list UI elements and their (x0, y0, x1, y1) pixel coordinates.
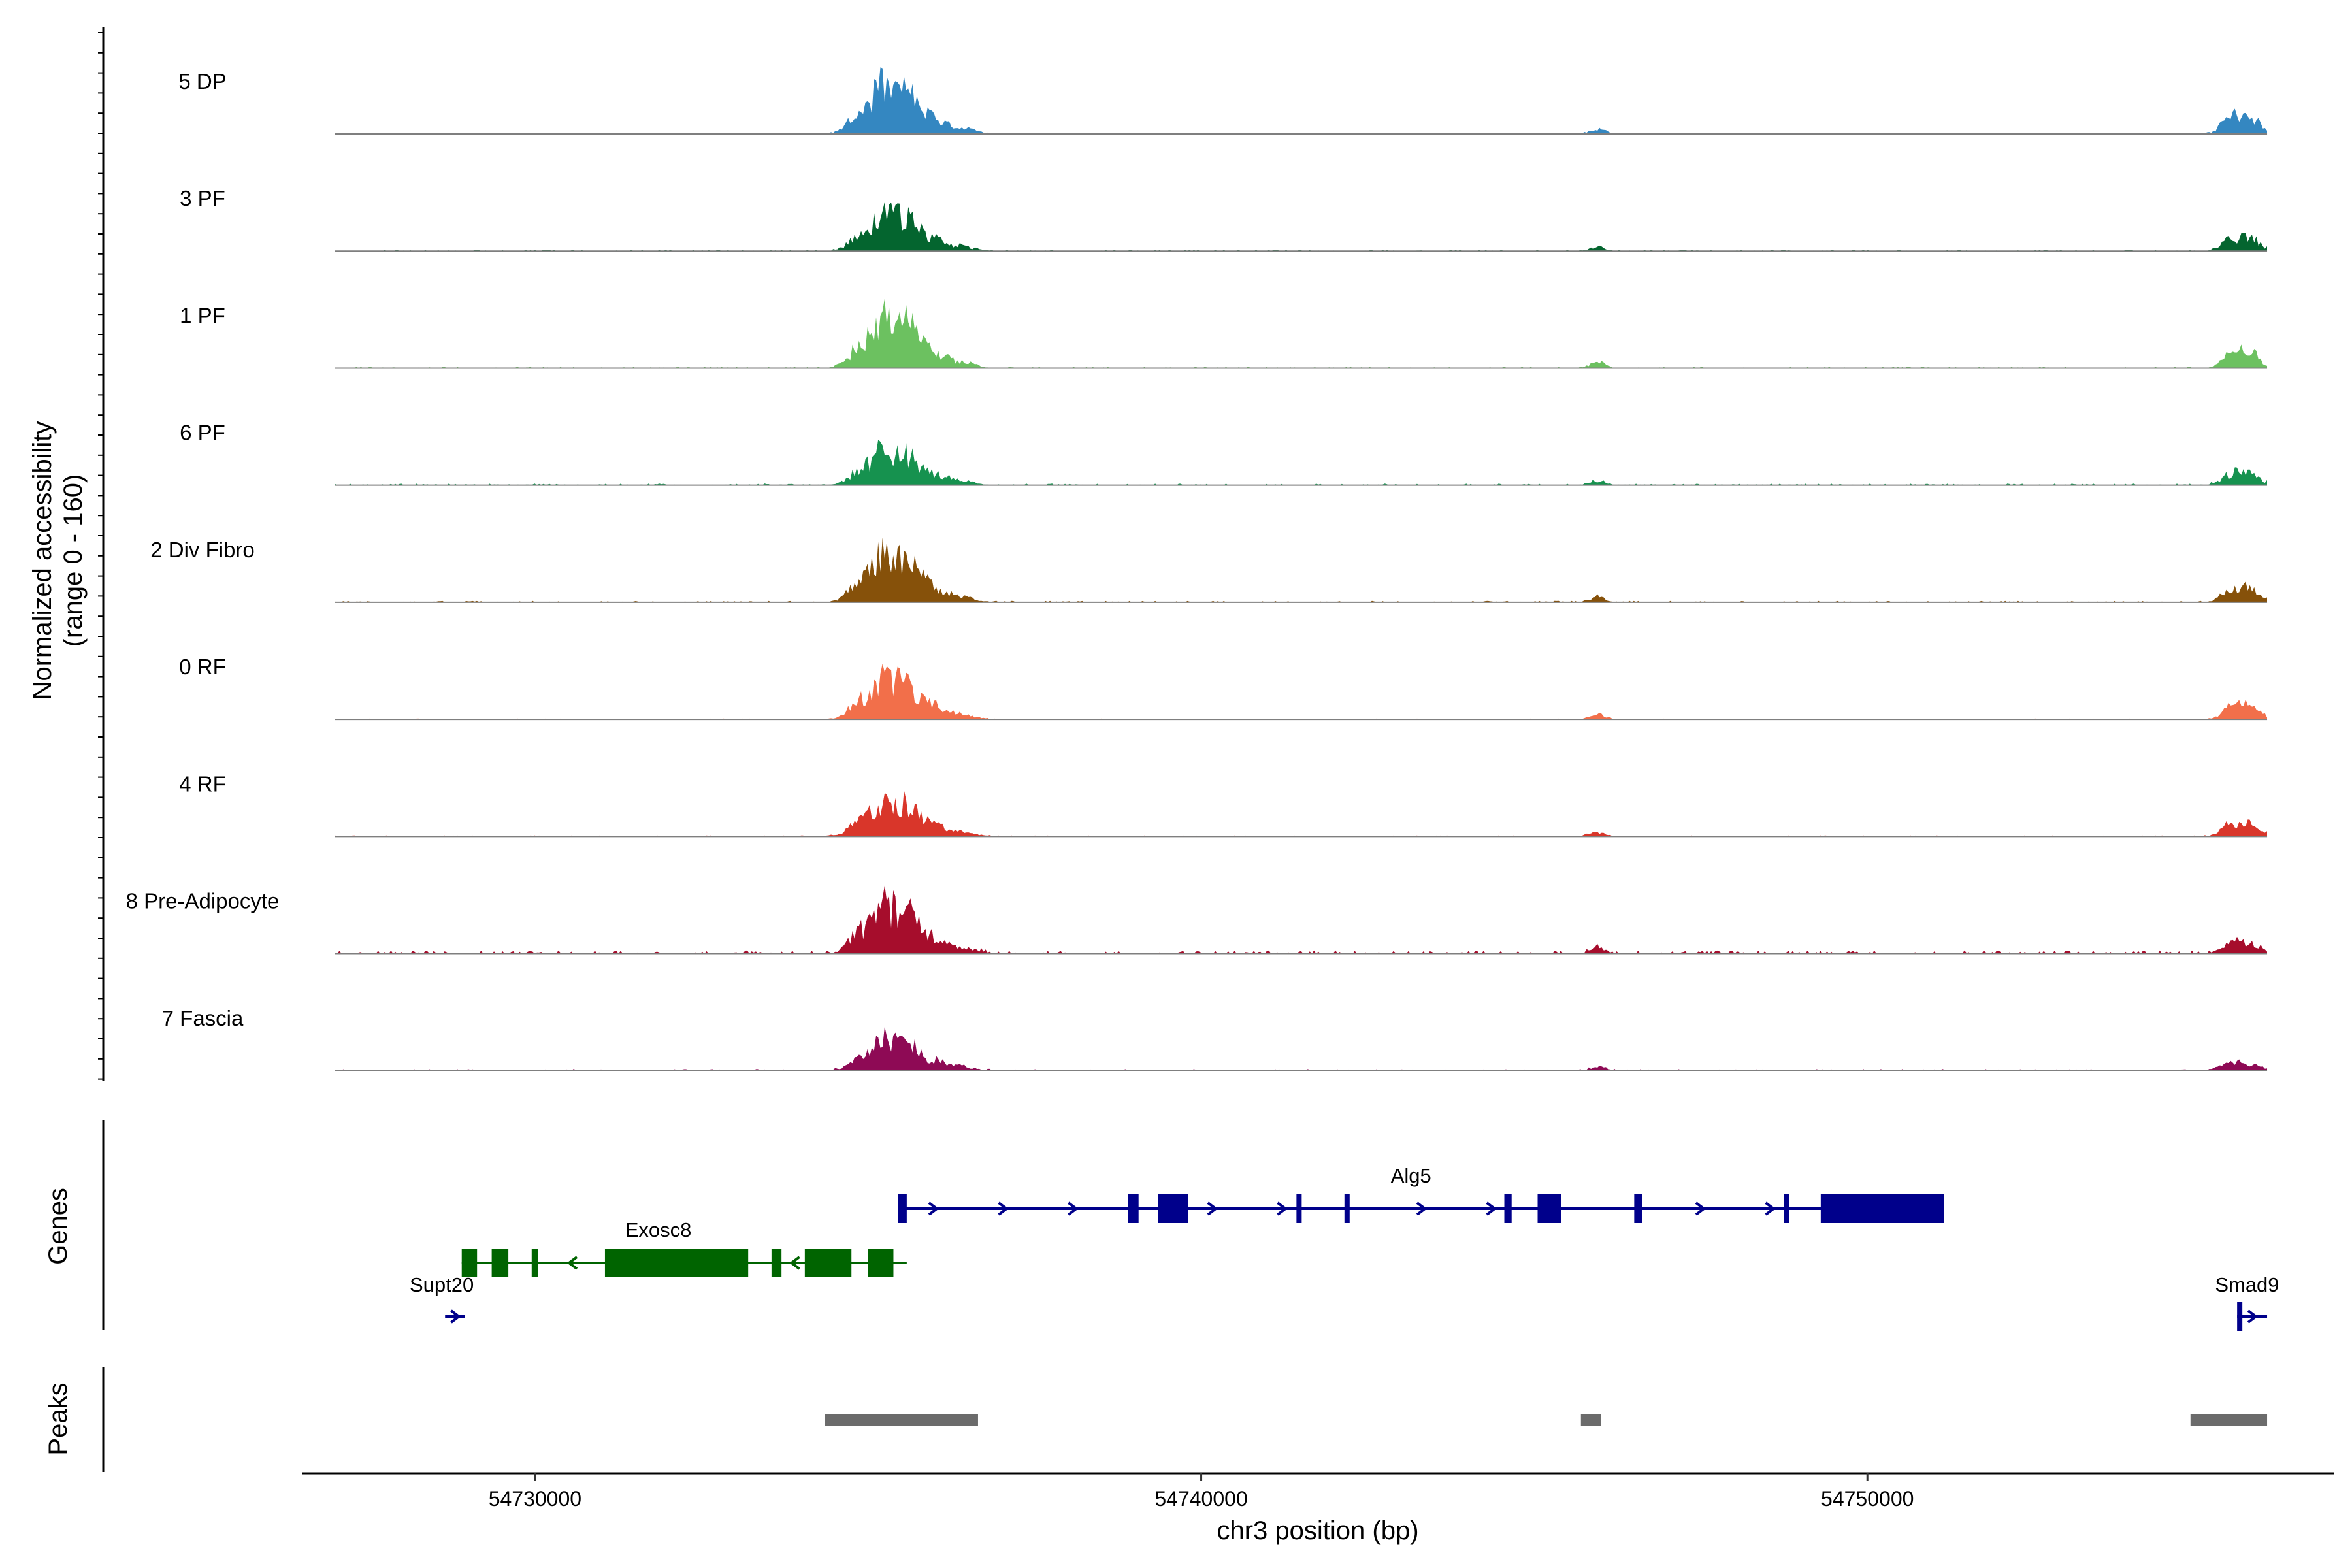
strand-arrow (1416, 1201, 1428, 1216)
strand-arrow (1695, 1201, 1707, 1216)
track-label: 7 Fascia (162, 1006, 244, 1030)
x-tick-label: 54750000 (1821, 1487, 1914, 1511)
strand-arrow (1277, 1201, 1288, 1216)
track-label: 1 PF (180, 303, 225, 327)
genes-track-title: Genes (44, 1188, 73, 1265)
exon (531, 1249, 538, 1277)
track-label: 0 RF (179, 655, 226, 679)
y-axis-ticks (98, 32, 103, 1080)
track-label: 3 PF (180, 186, 225, 210)
gene-label: Alg5 (1391, 1164, 1431, 1187)
gene-exosc8: Exosc8 (461, 1218, 907, 1277)
y-axis-title-line1: Normalized accessibility (28, 421, 57, 700)
exon (1784, 1194, 1789, 1223)
exon (1820, 1194, 1944, 1223)
exon (1504, 1194, 1512, 1223)
gene-label: Smad9 (2215, 1273, 2279, 1296)
track-4: 6 PF (180, 421, 2268, 486)
strand-arrow (1207, 1201, 1218, 1216)
track-label: 6 PF (180, 421, 225, 445)
x-axis-ticks: 54730000 54740000 54750000 (489, 1473, 1914, 1511)
track-label: 4 RF (179, 772, 226, 796)
strand-arrow (1068, 1201, 1079, 1216)
y-axis-title-line2: (range 0 - 160) (59, 474, 88, 647)
peak-region (825, 1414, 978, 1426)
strand-arrow (2247, 1309, 2259, 1324)
exon (2237, 1302, 2243, 1331)
exon (1158, 1194, 1188, 1223)
exon (1634, 1194, 1642, 1223)
exon (1128, 1194, 1139, 1223)
exon (868, 1249, 894, 1277)
exon (1344, 1194, 1350, 1223)
coverage-area (335, 439, 2267, 485)
gene-smad9: Smad9 (2215, 1273, 2279, 1331)
strand-arrow (1765, 1201, 1776, 1216)
strand-arrow (789, 1256, 800, 1270)
exon (898, 1194, 907, 1223)
gene-label: Supt20 (410, 1273, 474, 1296)
peak-region (1580, 1414, 1601, 1426)
peaks-track (825, 1414, 2268, 1426)
gene-alg5: Alg5 (898, 1164, 1944, 1223)
exon (491, 1249, 509, 1277)
gene-annotation-track: Alg5 Exosc8 Supt20 Smad9 (410, 1164, 2279, 1331)
strand-arrow (928, 1201, 939, 1216)
track-label: 2 Div Fibro (150, 538, 255, 562)
track-3: 1 PF (180, 298, 2268, 369)
track-9: 7 Fascia (162, 1006, 2268, 1071)
coverage-area (335, 663, 2267, 720)
strand-arrow (450, 1309, 461, 1324)
strand-arrow (998, 1201, 1009, 1216)
track-6: 0 RF (179, 655, 2268, 721)
exon (1537, 1194, 1561, 1223)
x-tick-label: 54730000 (489, 1487, 581, 1511)
exon (604, 1249, 749, 1277)
coverage-area (335, 67, 2267, 134)
coverage-area (335, 201, 2267, 252)
gene-supt20: Supt20 (410, 1273, 474, 1324)
coverage-area (335, 885, 2267, 954)
coverage-area (335, 538, 2267, 602)
exon (771, 1249, 782, 1277)
gene-label: Exosc8 (625, 1218, 692, 1241)
track-7: 4 RF (179, 772, 2268, 838)
exon (804, 1249, 852, 1277)
track-1: 5 DP (178, 67, 2268, 135)
track-label: 8 Pre-Adipocyte (126, 889, 280, 913)
exon (1296, 1194, 1302, 1223)
coverage-tracks: 5 DP 3 PF 1 PF 6 PF 2 Div Fibro 0 RF 4 RF 8 Pre… (126, 67, 2268, 1071)
coverage-area (335, 298, 2267, 368)
track-2: 3 PF (180, 186, 2268, 252)
x-tick-label: 54740000 (1154, 1487, 1247, 1511)
exon (461, 1249, 478, 1277)
x-axis-title: chr3 position (bp) (1217, 1516, 1418, 1545)
peak-region (2190, 1414, 2268, 1426)
peaks-track-title: Peaks (44, 1382, 73, 1455)
track-8: 8 Pre-Adipocyte (126, 885, 2268, 955)
strand-arrow (566, 1256, 578, 1270)
track-label: 5 DP (178, 69, 226, 93)
coverage-area (335, 790, 2267, 837)
track-5: 2 Div Fibro (150, 538, 2268, 603)
strand-arrow (1486, 1201, 1497, 1216)
coverage-area (335, 1026, 2267, 1071)
